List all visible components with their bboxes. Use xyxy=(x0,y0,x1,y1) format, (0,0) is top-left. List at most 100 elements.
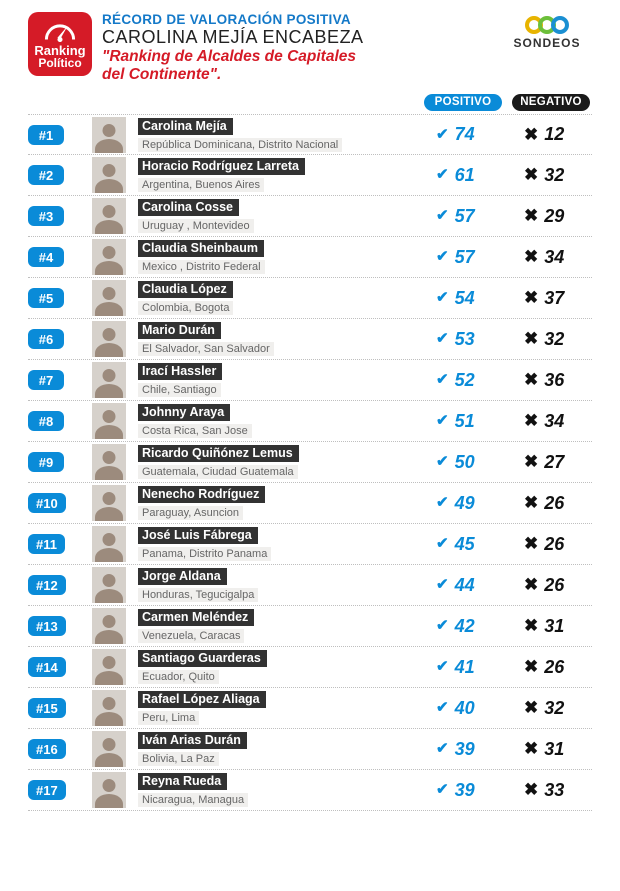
negative-value: 26 xyxy=(544,493,564,514)
location: Peru, Lima xyxy=(138,711,199,725)
rank-badge: #12 xyxy=(28,575,66,595)
headline-block: RÉCORD DE VALORACIÓN POSITIVA CAROLINA M… xyxy=(102,12,492,84)
rank-cell: #10 xyxy=(28,493,92,513)
logo-text-1: Ranking xyxy=(34,44,85,57)
location: Chile, Santiago xyxy=(138,383,221,397)
avatar xyxy=(92,526,126,562)
negative-cell: ✖32 xyxy=(514,165,592,186)
mayor-name: Carmen Meléndez xyxy=(138,609,254,626)
positive-value: 57 xyxy=(455,247,475,268)
negative-value: 37 xyxy=(544,288,564,309)
negative-value: 34 xyxy=(544,411,564,432)
cross-icon: ✖ xyxy=(524,206,538,226)
logo-text-2: Político xyxy=(38,57,81,69)
positive-cell: ✔49 xyxy=(426,493,504,514)
ring-icon xyxy=(551,16,569,34)
headline-main: CAROLINA MEJÍA ENCABEZA xyxy=(102,27,492,48)
location: Panama, Distrito Panama xyxy=(138,547,271,561)
location: Guatemala, Ciudad Guatemala xyxy=(138,465,298,479)
check-icon: ✔ xyxy=(436,698,449,716)
mayor-name: Johnny Araya xyxy=(138,404,230,421)
rank-cell: #9 xyxy=(28,452,92,472)
avatar xyxy=(92,772,126,808)
mayor-name: José Luis Fábrega xyxy=(138,527,258,544)
positive-cell: ✔ 41 xyxy=(426,657,504,678)
check-icon: ✔ xyxy=(436,247,449,265)
cross-icon: ✖ xyxy=(524,247,538,267)
rank-badge: #7 xyxy=(28,370,64,390)
infographic: Ranking Político RÉCORD DE VALORACIÓN PO… xyxy=(0,0,620,831)
rank-cell: #8 xyxy=(28,411,92,431)
avatar xyxy=(92,239,126,275)
positive-cell: ✔44 xyxy=(426,575,504,596)
table-row: #12Jorge AldanaHonduras, Tegucigalpa✔44✖… xyxy=(28,565,592,606)
mayor-name: Rafael López Aliaga xyxy=(138,691,266,708)
sondeos-text: SONDEOS xyxy=(502,36,592,50)
positive-cell: ✔ 57 xyxy=(426,247,504,268)
info-cell: Reyna RuedaNicaragua, Managua xyxy=(138,772,426,808)
cross-icon: ✖ xyxy=(524,493,538,513)
negative-cell: ✖34 xyxy=(514,247,592,268)
negative-value: 33 xyxy=(544,780,564,801)
check-icon: ✔ xyxy=(436,575,449,593)
check-icon: ✔ xyxy=(436,206,449,224)
check-icon: ✔ xyxy=(436,329,449,347)
rank-cell: #1 xyxy=(28,125,92,145)
avatar xyxy=(92,362,126,398)
negative-value: 12 xyxy=(544,124,564,145)
cross-icon: ✖ xyxy=(524,616,538,636)
positive-cell: ✔74 xyxy=(426,124,504,145)
table-row: #3Carolina CosseUruguay , Montevideo✔57✖… xyxy=(28,196,592,237)
info-cell: Iván Arias DuránBolivia, La Paz xyxy=(138,731,426,767)
negative-value: 36 xyxy=(544,370,564,391)
mayor-name: Reyna Rueda xyxy=(138,773,227,790)
cross-icon: ✖ xyxy=(524,698,538,718)
mayor-name: Nenecho Rodríguez xyxy=(138,486,265,503)
mayor-name: Mario Durán xyxy=(138,322,221,339)
location: Costa Rica, San Jose xyxy=(138,424,252,438)
negative-cell: ✖37 xyxy=(514,288,592,309)
check-icon: ✔ xyxy=(436,739,449,757)
location: Uruguay , Montevideo xyxy=(138,219,254,233)
positive-cell: ✔45 xyxy=(426,534,504,555)
info-cell: Santiago GuarderasEcuador, Quito xyxy=(138,649,426,685)
rank-cell: #15 xyxy=(28,698,92,718)
headline-kicker: RÉCORD DE VALORACIÓN POSITIVA xyxy=(102,12,492,27)
cross-icon: ✖ xyxy=(524,329,538,349)
header: Ranking Político RÉCORD DE VALORACIÓN PO… xyxy=(28,12,592,84)
avatar xyxy=(92,690,126,726)
avatar xyxy=(92,485,126,521)
negative-cell: ✖32 xyxy=(514,329,592,350)
location: Paraguay, Asuncion xyxy=(138,506,243,520)
negative-value: 32 xyxy=(544,698,564,719)
positive-value: 42 xyxy=(455,616,475,637)
info-cell: Irací HasslerChile, Santiago xyxy=(138,362,426,398)
location: Bolivia, La Paz xyxy=(138,752,219,766)
rank-cell: #16 xyxy=(28,739,92,759)
rank-cell: #4 xyxy=(28,247,92,267)
table-row: #16Iván Arias DuránBolivia, La Paz✔39✖31 xyxy=(28,729,592,770)
rank-badge: #13 xyxy=(28,616,66,636)
table-row: #1Carolina MejíaRepública Dominicana, Di… xyxy=(28,114,592,155)
mayor-name: Jorge Aldana xyxy=(138,568,227,585)
positive-value: 39 xyxy=(455,780,475,801)
check-icon: ✔ xyxy=(436,452,449,470)
positive-value: 49 xyxy=(455,493,475,514)
cross-icon: ✖ xyxy=(524,125,538,145)
info-cell: Rafael López Aliaga Peru, Lima xyxy=(138,690,426,726)
location: El Salvador, San Salvador xyxy=(138,342,274,356)
rank-badge: #1 xyxy=(28,125,64,145)
info-cell: Johnny Araya Costa Rica, San Jose xyxy=(138,403,426,439)
avatar xyxy=(92,567,126,603)
negative-cell: ✖31 xyxy=(514,616,592,637)
positive-cell: ✔39 xyxy=(426,739,504,760)
info-cell: José Luis Fábrega Panama, Distrito Panama xyxy=(138,526,426,562)
cross-icon: ✖ xyxy=(524,452,538,472)
negative-value: 26 xyxy=(544,657,564,678)
check-icon: ✔ xyxy=(436,657,449,675)
positive-cell: ✔50 xyxy=(426,452,504,473)
rank-cell: #17 xyxy=(28,780,92,800)
table-row: #10 Nenecho Rodríguez Paraguay, Asuncion ✔4… xyxy=(28,483,592,524)
negative-cell: ✖26 xyxy=(514,534,592,555)
positive-value: 41 xyxy=(455,657,475,678)
